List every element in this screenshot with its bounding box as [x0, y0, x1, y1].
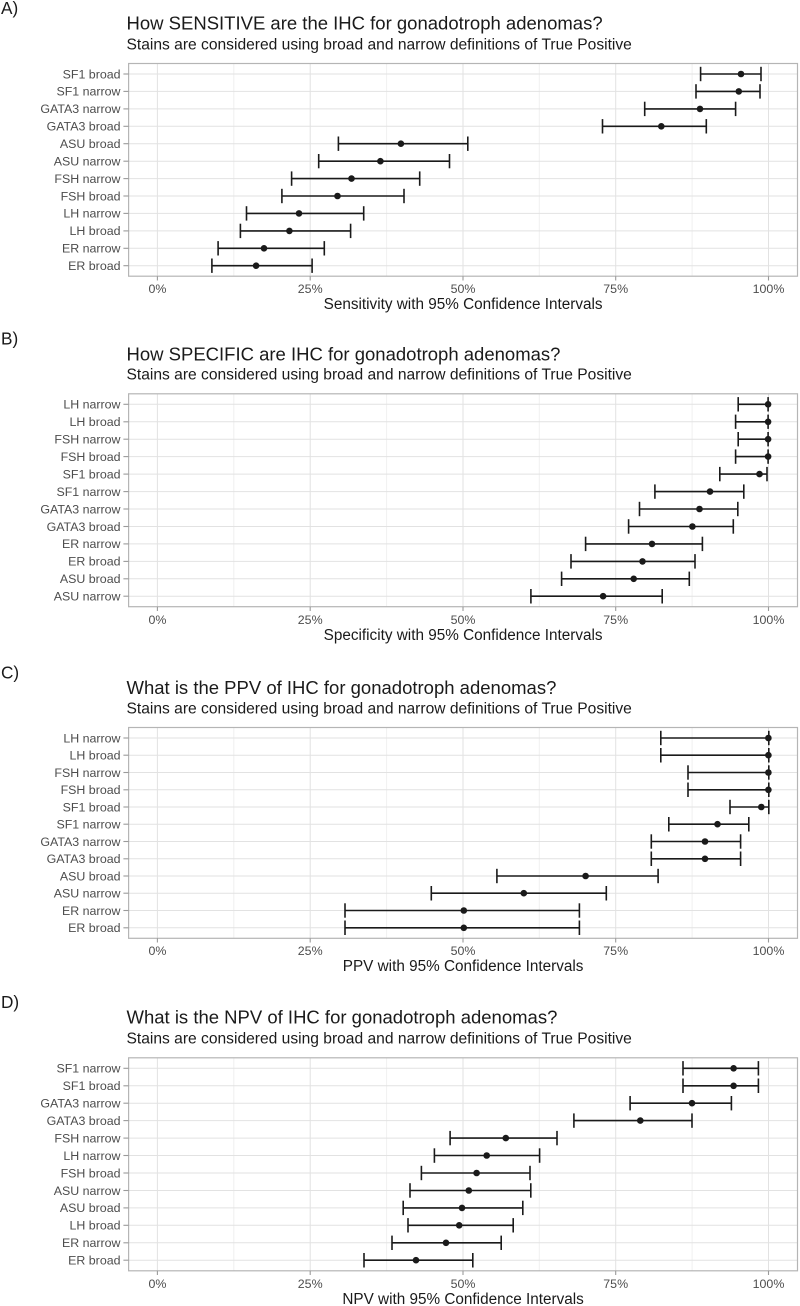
svg-text:Stains are considered using br: Stains are considered using broad and na…	[127, 367, 632, 384]
svg-text:50%: 50%	[451, 282, 476, 296]
svg-text:GATA3 narrow: GATA3 narrow	[40, 102, 120, 116]
svg-text:ER broad: ER broad	[68, 259, 120, 273]
svg-text:FSH broad: FSH broad	[61, 189, 121, 203]
svg-text:LH narrow: LH narrow	[63, 398, 120, 412]
svg-text:0%: 0%	[148, 1277, 166, 1291]
svg-text:ER narrow: ER narrow	[62, 537, 121, 551]
svg-text:50%: 50%	[451, 613, 476, 627]
svg-text:What is the PPV of IHC for gon: What is the PPV of IHC for gonadotroph a…	[127, 677, 557, 698]
svg-text:ER narrow: ER narrow	[62, 242, 121, 256]
svg-text:FSH narrow: FSH narrow	[54, 766, 120, 780]
svg-text:0%: 0%	[148, 613, 166, 627]
svg-text:C): C)	[1, 662, 19, 682]
svg-text:ASU narrow: ASU narrow	[54, 1184, 121, 1198]
svg-text:ASU narrow: ASU narrow	[54, 887, 121, 901]
svg-text:GATA3 narrow: GATA3 narrow	[40, 1097, 120, 1111]
svg-text:100%: 100%	[753, 282, 785, 296]
svg-text:50%: 50%	[451, 1277, 476, 1291]
svg-text:75%: 75%	[603, 282, 628, 296]
svg-text:100%: 100%	[753, 944, 785, 958]
svg-text:100%: 100%	[753, 613, 785, 627]
svg-text:75%: 75%	[603, 1277, 628, 1291]
svg-text:Stains are considered using br: Stains are considered using broad and na…	[127, 701, 632, 718]
svg-text:FSH broad: FSH broad	[61, 450, 121, 464]
svg-text:LH narrow: LH narrow	[63, 207, 120, 221]
svg-text:FSH broad: FSH broad	[61, 1166, 121, 1180]
svg-text:A): A)	[1, 0, 18, 18]
svg-text:FSH narrow: FSH narrow	[54, 1131, 120, 1145]
svg-text:0%: 0%	[148, 282, 166, 296]
svg-text:ASU broad: ASU broad	[60, 869, 121, 883]
svg-text:GATA3 broad: GATA3 broad	[47, 1114, 121, 1128]
svg-text:Specificity with 95% Confidenc: Specificity with 95% Confidence Interval…	[324, 627, 603, 644]
svg-text:Stains are considered using br: Stains are considered using broad and na…	[127, 36, 632, 53]
svg-text:SF1 narrow: SF1 narrow	[56, 485, 120, 499]
svg-text:Stains are considered using br: Stains are considered using broad and na…	[127, 1030, 632, 1047]
svg-text:LH broad: LH broad	[70, 749, 121, 763]
svg-text:GATA3 broad: GATA3 broad	[47, 120, 121, 134]
svg-text:ASU broad: ASU broad	[60, 137, 121, 151]
svg-text:ASU narrow: ASU narrow	[54, 155, 121, 169]
svg-text:ASU broad: ASU broad	[60, 1201, 121, 1215]
svg-text:ASU narrow: ASU narrow	[54, 590, 121, 604]
svg-text:ER broad: ER broad	[68, 921, 120, 935]
svg-text:FSH narrow: FSH narrow	[54, 433, 120, 447]
svg-text:NPV with 95% Confidence Interv: NPV with 95% Confidence Intervals	[342, 1291, 584, 1306]
svg-text:GATA3 narrow: GATA3 narrow	[40, 502, 120, 516]
svg-text:B): B)	[1, 328, 18, 348]
svg-text:LH broad: LH broad	[70, 224, 121, 238]
svg-text:SF1 narrow: SF1 narrow	[56, 1062, 120, 1076]
svg-text:ER narrow: ER narrow	[62, 1236, 121, 1250]
svg-text:PPV with 95% Confidence Interv: PPV with 95% Confidence Intervals	[343, 958, 584, 975]
svg-text:SF1 broad: SF1 broad	[63, 67, 121, 81]
svg-text:What is the NPV of IHC for gon: What is the NPV of IHC for gonadotroph a…	[127, 1007, 558, 1028]
svg-text:ER broad: ER broad	[68, 1254, 120, 1268]
svg-text:How SPECIFIC are IHC for gonad: How SPECIFIC are IHC for gonadotroph ade…	[127, 343, 561, 364]
svg-text:50%: 50%	[451, 944, 476, 958]
svg-text:ER broad: ER broad	[68, 555, 120, 569]
svg-text:GATA3 broad: GATA3 broad	[47, 852, 121, 866]
svg-text:75%: 75%	[603, 613, 628, 627]
svg-text:GATA3 broad: GATA3 broad	[47, 520, 121, 534]
svg-text:25%: 25%	[298, 1277, 323, 1291]
svg-text:LH broad: LH broad	[70, 1219, 121, 1233]
svg-text:Sensitivity with 95% Confidenc: Sensitivity with 95% Confidence Interval…	[324, 296, 603, 313]
svg-text:ASU broad: ASU broad	[60, 572, 121, 586]
svg-text:SF1 broad: SF1 broad	[63, 800, 121, 814]
svg-text:FSH broad: FSH broad	[61, 783, 121, 797]
svg-text:25%: 25%	[298, 282, 323, 296]
svg-text:LH narrow: LH narrow	[63, 1149, 120, 1163]
svg-text:0%: 0%	[148, 944, 166, 958]
svg-text:25%: 25%	[298, 613, 323, 627]
svg-text:How SENSITIVE are the IHC for: How SENSITIVE are the IHC for gonadotrop…	[127, 13, 603, 34]
svg-text:GATA3 narrow: GATA3 narrow	[40, 835, 120, 849]
svg-text:SF1 broad: SF1 broad	[63, 467, 121, 481]
svg-text:100%: 100%	[753, 1277, 785, 1291]
svg-text:LH broad: LH broad	[70, 415, 121, 429]
svg-text:25%: 25%	[298, 944, 323, 958]
svg-text:SF1 narrow: SF1 narrow	[56, 818, 120, 832]
svg-text:FSH narrow: FSH narrow	[54, 172, 120, 186]
svg-text:75%: 75%	[603, 944, 628, 958]
svg-text:ER narrow: ER narrow	[62, 904, 121, 918]
svg-text:D): D)	[1, 992, 19, 1012]
svg-text:SF1 broad: SF1 broad	[63, 1079, 121, 1093]
svg-text:SF1 narrow: SF1 narrow	[56, 85, 120, 99]
svg-text:LH narrow: LH narrow	[63, 731, 120, 745]
